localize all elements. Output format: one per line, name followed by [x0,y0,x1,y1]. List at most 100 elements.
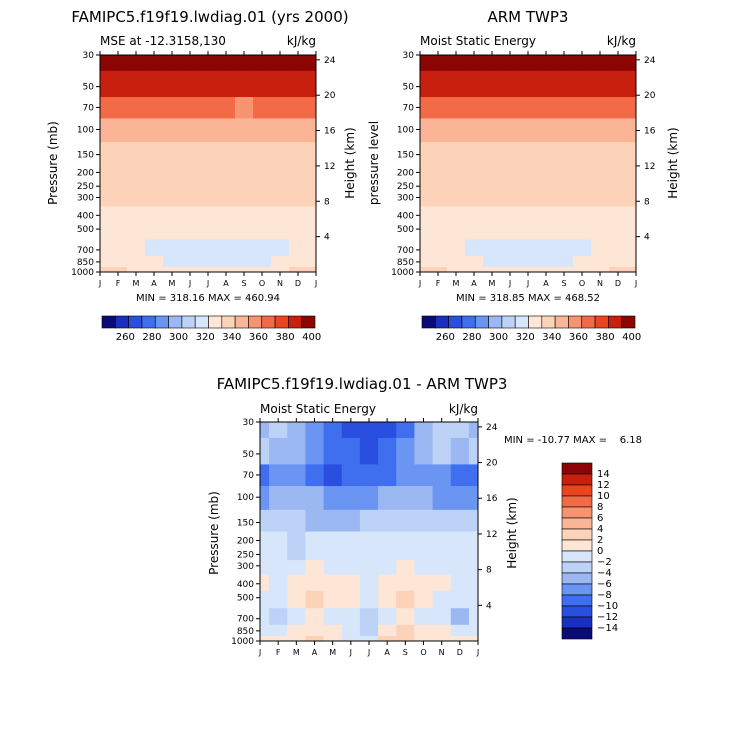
heatmap-cell [468,464,479,487]
heatmap-cell [269,486,288,511]
x-tick-label: D [615,279,621,288]
heatmap-cell [235,70,254,98]
heatmap-cell [323,464,343,487]
heatmap-cell [447,55,466,72]
min-max-stats: MIN = 318.16 MAX = 460.94 [136,293,280,304]
heatmap-cell [420,179,430,193]
heatmap-cell [260,486,270,511]
heatmap-cell [432,509,452,532]
colorbar-swatch [141,315,156,329]
colorbar-label: 0 [597,546,603,557]
heatmap-cell [537,70,556,98]
colorbar-label: 360 [569,332,588,343]
heatmap-cell [465,70,484,98]
y-right-tick-label: 24 [644,56,656,66]
heatmap-cell [287,547,306,561]
colorbar-swatch [194,315,209,329]
heatmap-cell [307,179,317,193]
heatmap-cell [359,547,379,561]
heatmap-cell [163,191,182,207]
heatmap-cell [432,608,452,626]
heatmap-cell [414,560,434,576]
x-tick-label: S [561,279,566,288]
heatmap-cell [447,97,466,119]
heatmap-cell [609,206,628,223]
colorbar-swatch [561,616,593,629]
heatmap-cell [429,70,448,98]
heatmap-cell [378,624,397,637]
heatmap-cell [109,55,128,72]
heatmap-cell [414,464,434,487]
heatmap-cell [414,574,434,592]
y-tick-label: 250 [237,550,254,560]
heatmap-cell [269,437,288,465]
colorbar-label: 260 [116,332,135,343]
heatmap-cell [289,222,308,241]
x-tick-label: J [98,279,101,288]
heatmap-cell [307,266,317,273]
heatmap-cell [271,191,290,207]
heatmap-cell [163,97,182,119]
heatmap-cell [429,206,448,223]
heatmap-cell [519,255,538,268]
heatmap-cell [414,635,434,642]
x-tick-label: F [436,279,441,288]
y-right-axis-label: Height (km) [666,127,680,198]
heatmap-cell [609,97,628,119]
heatmap-cell [260,624,270,637]
heatmap-cell [429,55,448,72]
heatmap-cell [447,163,466,180]
heatmap-cell [501,70,520,98]
chart-title: FAMIPC5.f19f19.lwdiag.01 - ARM TWP3 [217,375,508,393]
heatmap-cell [537,55,556,72]
heatmap-cell [127,118,146,143]
heatmap-cell [501,118,520,143]
heatmap-cell [378,547,397,561]
heatmap-cell [465,179,484,193]
heatmap-cell [235,255,254,268]
heatmap-cell [483,70,502,98]
colorbar-swatch [474,315,489,329]
heatmap-cell [555,97,574,119]
colorbar-swatch [261,315,276,329]
heatmap-cell [323,486,343,511]
x-tick-label: N [277,279,283,288]
heatmap-cell [287,635,306,642]
heatmap-cell [289,239,308,257]
colorbar-swatch [128,315,143,329]
heatmap-cell [414,437,434,465]
heatmap-cell [609,70,628,98]
heatmap-cell [271,97,290,119]
colorbar: 260 280 300 320 340 360 380 400 [421,315,641,343]
heatmap-cell [468,509,479,532]
heatmap-cell [420,142,430,164]
heatmap-cell [260,437,270,465]
colorbar-swatch [561,550,593,563]
heatmap-cell [450,531,470,548]
colorbar-label: 10 [597,491,610,502]
heatmap-cell [591,222,610,241]
heatmap-cell [432,590,452,609]
colorbar-swatch [208,315,223,329]
colorbar-swatch [581,315,596,329]
heatmap-cell [235,55,254,72]
heatmap-cell [537,239,556,257]
x-tick-label: N [597,279,603,288]
heatmap-cell [235,142,254,164]
heatmap-cell [627,239,637,257]
heatmap-cell [591,163,610,180]
y-tick-label: 30 [243,418,255,428]
heatmap-cell [573,142,592,164]
y-tick-label: 250 [77,182,94,192]
heatmap-cell [450,624,470,637]
heatmap-cell [609,255,628,268]
heatmap-cell [100,55,110,72]
heatmap-cell [253,191,272,207]
heatmap-cell [305,437,325,465]
heatmap-cell [305,560,325,576]
y-tick-label: 300 [397,193,414,203]
heatmap-cell [253,55,272,72]
heatmap-cell [323,547,343,561]
heatmap-cell [573,206,592,223]
